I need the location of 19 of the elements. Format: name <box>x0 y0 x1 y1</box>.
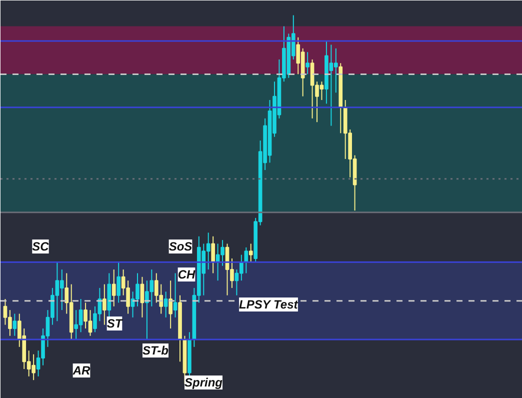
candlestick <box>12 313 17 336</box>
candlestick <box>116 262 121 304</box>
candlestick <box>168 280 172 329</box>
annotation: LPSY Test <box>239 298 299 312</box>
candlestick <box>211 236 215 274</box>
annotation: ST-b <box>142 344 168 358</box>
candlestick <box>248 243 253 263</box>
candlestick <box>60 269 64 311</box>
annotation: Spring <box>184 376 224 390</box>
candlestick <box>244 246 248 274</box>
candlestick <box>140 276 144 318</box>
candlestick <box>173 272 178 318</box>
candlestick <box>306 52 310 75</box>
candlestick <box>102 284 106 326</box>
annotation: SC <box>32 240 50 254</box>
candlestick <box>334 48 338 94</box>
candlestick <box>112 269 116 307</box>
candlestick <box>164 291 168 318</box>
annotation: SoS <box>168 240 192 254</box>
